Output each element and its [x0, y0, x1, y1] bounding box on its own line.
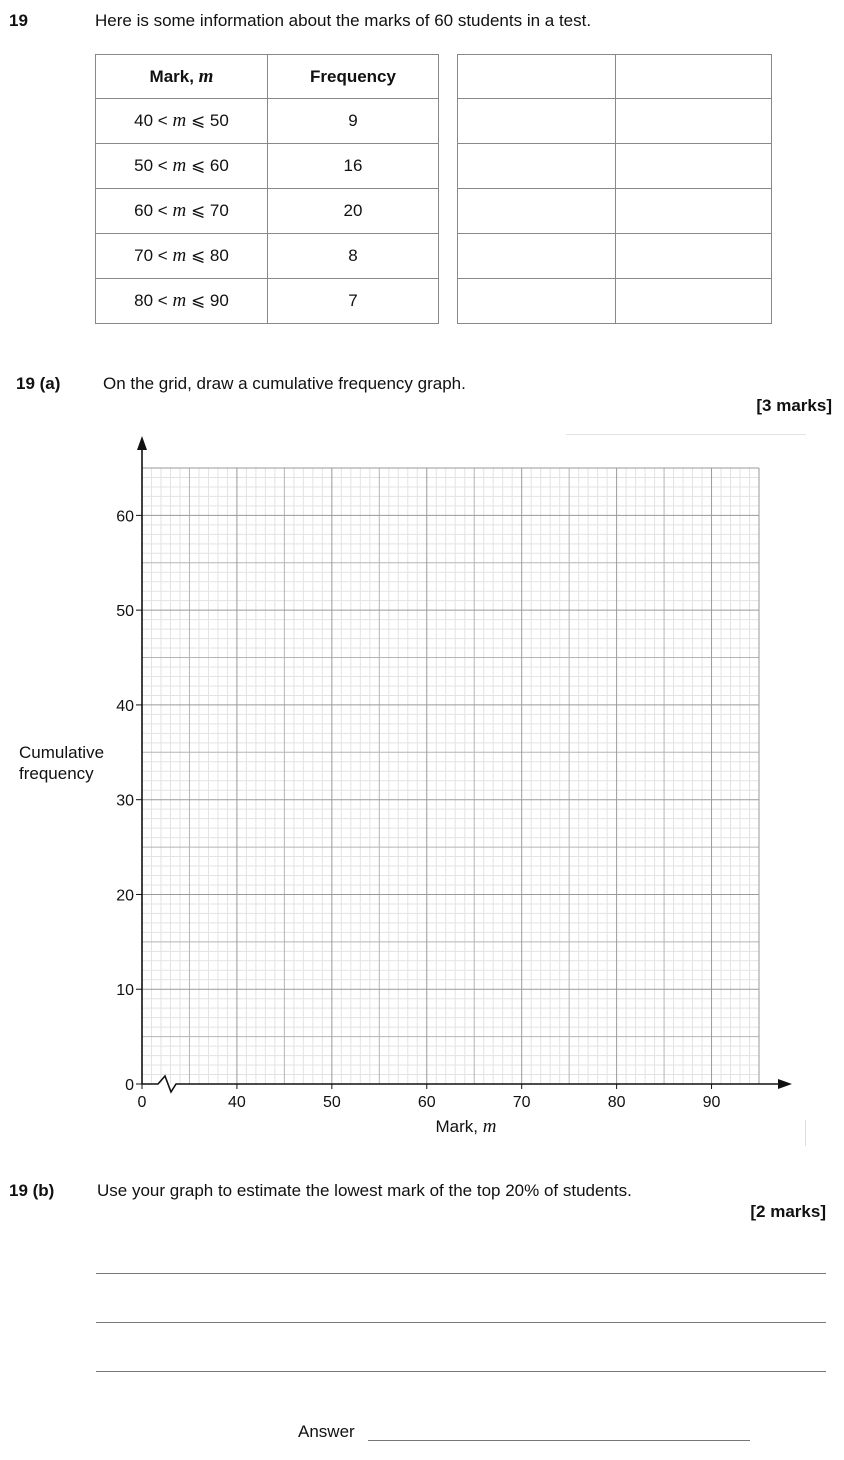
working-cell[interactable]	[615, 143, 772, 189]
y-axis-label-line1: Cumulative	[19, 743, 104, 762]
y-tick-labels: 0 10 20 30 40 50 60	[116, 508, 142, 1094]
mark-interval-cell: 40 < m ⩽ 50	[95, 98, 268, 144]
working-cell[interactable]	[457, 278, 616, 324]
working-cell[interactable]	[457, 188, 616, 234]
working-cell[interactable]	[457, 233, 616, 279]
y-tick-label: 30	[116, 793, 134, 810]
mark-interval-cell: 70 < m ⩽ 80	[95, 233, 268, 279]
part-a-text: On the grid, draw a cumulative frequency…	[103, 374, 466, 393]
y-tick-label: 0	[125, 1077, 134, 1094]
y-tick-label: 60	[116, 508, 134, 525]
y-axis-label-line2: frequency	[19, 764, 94, 783]
faint-rule	[566, 434, 806, 435]
frequency-table: Mark, m Frequency 40 < m ⩽ 50 9 50 < m ⩽ 6…	[95, 54, 439, 324]
x-axis-label: Mark, m	[436, 1116, 497, 1137]
x-tick-labels: 0 40 50 60 70 80 90	[138, 1084, 721, 1111]
mark-interval-cell: 60 < m ⩽ 70	[95, 188, 268, 234]
working-cell[interactable]	[615, 54, 772, 99]
part-b-marks: [2 marks]	[750, 1202, 826, 1221]
working-cell[interactable]	[615, 278, 772, 324]
x-tick-label: 0	[138, 1094, 147, 1111]
working-cell[interactable]	[615, 188, 772, 234]
working-cell[interactable]	[615, 98, 772, 144]
table-row: 70 < m ⩽ 80 8	[95, 233, 439, 279]
x-tick-label: 50	[323, 1094, 341, 1111]
mark-interval-cell: 80 < m ⩽ 90	[95, 278, 268, 324]
part-b-text: Use your graph to estimate the lowest ma…	[97, 1181, 632, 1200]
x-tick-label: 40	[228, 1094, 246, 1111]
x-tick-label: 90	[703, 1094, 721, 1111]
frequency-cell: 7	[267, 278, 439, 324]
part-a-marks: [3 marks]	[756, 396, 832, 415]
table-header-row: Mark, m Frequency	[95, 54, 439, 99]
x-tick-label: 70	[513, 1094, 531, 1111]
y-tick-label: 40	[116, 698, 134, 715]
answer-label: Answer	[298, 1422, 355, 1441]
y-tick-label: 50	[116, 603, 134, 620]
y-axis-arrow-icon	[137, 436, 147, 450]
frequency-cell: 20	[267, 188, 439, 234]
grid-minor-lines	[142, 468, 759, 1084]
x-tick-label: 80	[608, 1094, 626, 1111]
grid-major-lines	[141, 467, 760, 1084]
frequency-cell: 16	[267, 143, 439, 189]
table-row: 80 < m ⩽ 90 7	[95, 278, 439, 324]
part-b-label: 19 (b)	[9, 1181, 55, 1200]
frequency-cell: 8	[267, 233, 439, 279]
question-intro: Here is some information about the marks…	[95, 11, 592, 30]
y-tick-label: 20	[116, 887, 134, 904]
frequency-column-header: Frequency	[267, 54, 439, 99]
y-tick-label: 10	[116, 982, 134, 999]
working-line-3[interactable]	[96, 1371, 826, 1372]
working-cell[interactable]	[457, 54, 616, 99]
frequency-cell: 9	[267, 98, 439, 144]
x-tick-label: 60	[418, 1094, 436, 1111]
mark-column-header: Mark, m	[95, 54, 268, 99]
working-line-1[interactable]	[96, 1273, 826, 1274]
faint-mark	[805, 1120, 806, 1146]
x-axis-arrow-icon	[778, 1079, 792, 1089]
working-table	[457, 54, 772, 324]
table-row: 60 < m ⩽ 70 20	[95, 188, 439, 234]
working-line-2[interactable]	[96, 1322, 826, 1323]
axes	[137, 436, 792, 1094]
table-row: 50 < m ⩽ 60 16	[95, 143, 439, 189]
x-axis-line	[142, 1074, 780, 1094]
working-cell[interactable]	[615, 233, 772, 279]
mark-interval-cell: 50 < m ⩽ 60	[95, 143, 268, 189]
grid-mid-lines	[142, 467, 760, 1084]
table-row: 40 < m ⩽ 50 9	[95, 98, 439, 144]
cumulative-frequency-grid[interactable]: 0 10 20 30 40 50 60 0 40 50 60 70 80 90 Cumulative f…	[0, 430, 844, 1150]
part-a-label: 19 (a)	[16, 374, 61, 393]
working-cell[interactable]	[457, 143, 616, 189]
question-number: 19	[9, 11, 28, 30]
answer-line[interactable]	[368, 1440, 750, 1441]
working-cell[interactable]	[457, 98, 616, 144]
